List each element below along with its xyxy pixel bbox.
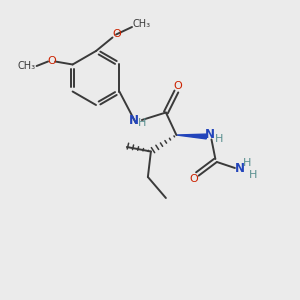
Polygon shape bbox=[176, 134, 206, 139]
Text: O: O bbox=[173, 81, 182, 91]
Text: H: H bbox=[138, 118, 147, 128]
Text: N: N bbox=[234, 162, 244, 175]
Text: O: O bbox=[189, 174, 198, 184]
Text: N: N bbox=[128, 113, 139, 127]
Text: CH₃: CH₃ bbox=[17, 61, 35, 71]
Text: N: N bbox=[205, 128, 215, 141]
Text: H: H bbox=[243, 158, 251, 168]
Text: O: O bbox=[47, 56, 56, 67]
Text: H: H bbox=[215, 134, 224, 144]
Text: O: O bbox=[112, 29, 122, 39]
Text: H: H bbox=[249, 170, 257, 180]
Text: CH₃: CH₃ bbox=[133, 19, 151, 29]
